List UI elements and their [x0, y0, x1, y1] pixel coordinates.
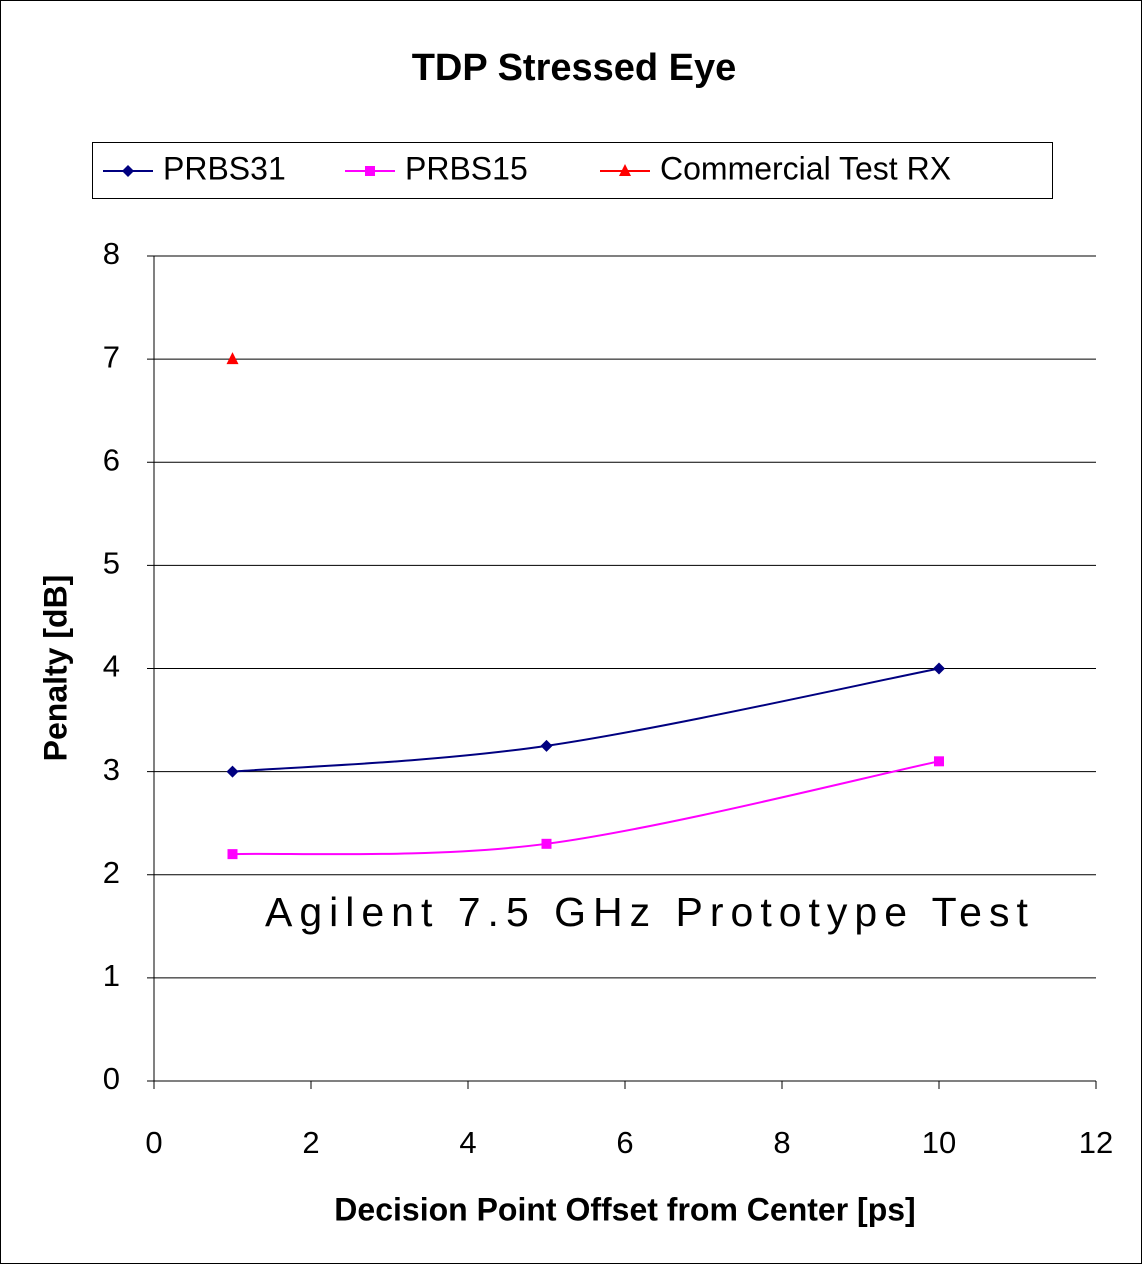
series-line — [232, 667, 940, 773]
legend-label: PRBS15 — [405, 150, 528, 186]
marker — [933, 662, 945, 675]
y-tick-label: 0 — [103, 1061, 120, 1096]
x-tick-label: 8 — [773, 1125, 790, 1160]
marker — [619, 164, 631, 176]
y-tick-label: 4 — [103, 649, 120, 684]
series-line — [232, 760, 940, 856]
y-tick-label: 6 — [103, 442, 120, 477]
marker — [226, 765, 239, 778]
x-tick-label: 2 — [302, 1125, 319, 1160]
y-axis-title: Penalty [dB] — [37, 575, 73, 762]
y-tick-label: 8 — [103, 236, 120, 271]
marker — [226, 352, 239, 365]
y-tick-label: 7 — [103, 339, 120, 374]
legend-box — [92, 142, 1053, 199]
marker — [365, 166, 375, 176]
legend-label: PRBS31 — [163, 150, 286, 186]
x-tick-label: 10 — [922, 1125, 956, 1160]
legend-label: Commercial Test RX — [660, 150, 951, 186]
x-tick-label: 6 — [616, 1125, 633, 1160]
x-tick-label: 4 — [459, 1125, 476, 1160]
chart-title: TDP Stressed Eye — [412, 47, 737, 89]
y-tick-label: 3 — [103, 752, 120, 787]
annotation: Agilent 7.5 GHz Prototype Test — [265, 889, 1035, 935]
x-axis-title: Decision Point Offset from Center [ps] — [334, 1191, 915, 1227]
marker — [934, 756, 944, 767]
marker — [227, 849, 238, 860]
marker — [122, 165, 134, 177]
y-tick-label: 1 — [103, 958, 120, 993]
y-tick-label: 5 — [103, 546, 120, 581]
x-tick-label: 12 — [1079, 1125, 1113, 1160]
marker — [540, 739, 553, 752]
x-tick-label: 0 — [145, 1125, 162, 1160]
marker — [541, 838, 552, 849]
y-tick-label: 2 — [103, 855, 120, 890]
